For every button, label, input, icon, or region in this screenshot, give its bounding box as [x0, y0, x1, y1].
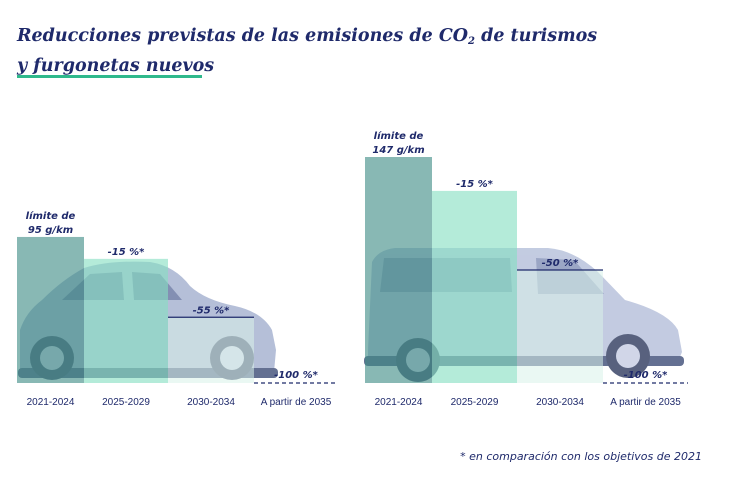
furgonetas-tick-label-0: 2021-2024	[375, 397, 423, 408]
turismos-data-label-2-0: -55 %*	[193, 305, 231, 316]
title-line1-before: Reducciones previstas de las emisiones d…	[17, 26, 469, 46]
furgonetas-data-label-3-0: -100 %*	[624, 370, 669, 381]
title-line2: y furgonetas nuevos	[17, 56, 215, 76]
furgonetas-bar-2030-2034	[517, 270, 603, 383]
title-underline	[17, 75, 202, 78]
furgonetas-data-label-0-1: 147 g/km	[372, 145, 424, 156]
turismos-data-label-0-1: 95 g/km	[28, 225, 73, 236]
turismos-tick-label-0: 2021-2024	[27, 397, 75, 408]
title-subscript: 2	[468, 36, 475, 47]
furgonetas-bar-2025-2029	[432, 190, 517, 383]
furgonetas-data-label-1-0: -15 %*	[456, 179, 494, 190]
furgonetas-tick-label-1: 2025-2029	[451, 397, 499, 408]
turismos-data-label-0-0: límite de	[26, 210, 76, 222]
bars-layer	[17, 157, 688, 384]
labels-layer: límite de 95 g/km 2021-2024 -15 %* 2025-2029…	[26, 130, 682, 408]
turismos-bar-2030-2034	[168, 317, 254, 383]
furgonetas-data-label-0-0: límite de	[374, 130, 424, 142]
furgonetas-bar-2021-2024	[365, 157, 432, 383]
turismos-tick-label-1: 2025-2029	[102, 397, 150, 408]
turismos-tick-label-2: 2030-2034	[187, 397, 235, 408]
turismos-tick-label-3: A partir de 2035	[261, 397, 332, 408]
furgonetas-data-label-2-0: -50 %*	[542, 258, 580, 269]
turismos-bar-2021-2024	[17, 236, 84, 383]
furgonetas-tick-label-2: 2030-2034	[536, 397, 584, 408]
turismos-data-label-1-0: -15 %*	[108, 247, 146, 258]
footnote: * en comparación con los objetivos de 20…	[460, 450, 702, 463]
turismos-data-label-3-0: -100 %*	[274, 370, 319, 381]
title-line1-after: de turismos	[474, 26, 598, 46]
chart-title: Reducciones previstas de las emisiones d…	[17, 24, 597, 78]
turismos-bar-2025-2029	[84, 258, 168, 383]
furgonetas-tick-label-3: A partir de 2035	[610, 397, 681, 408]
